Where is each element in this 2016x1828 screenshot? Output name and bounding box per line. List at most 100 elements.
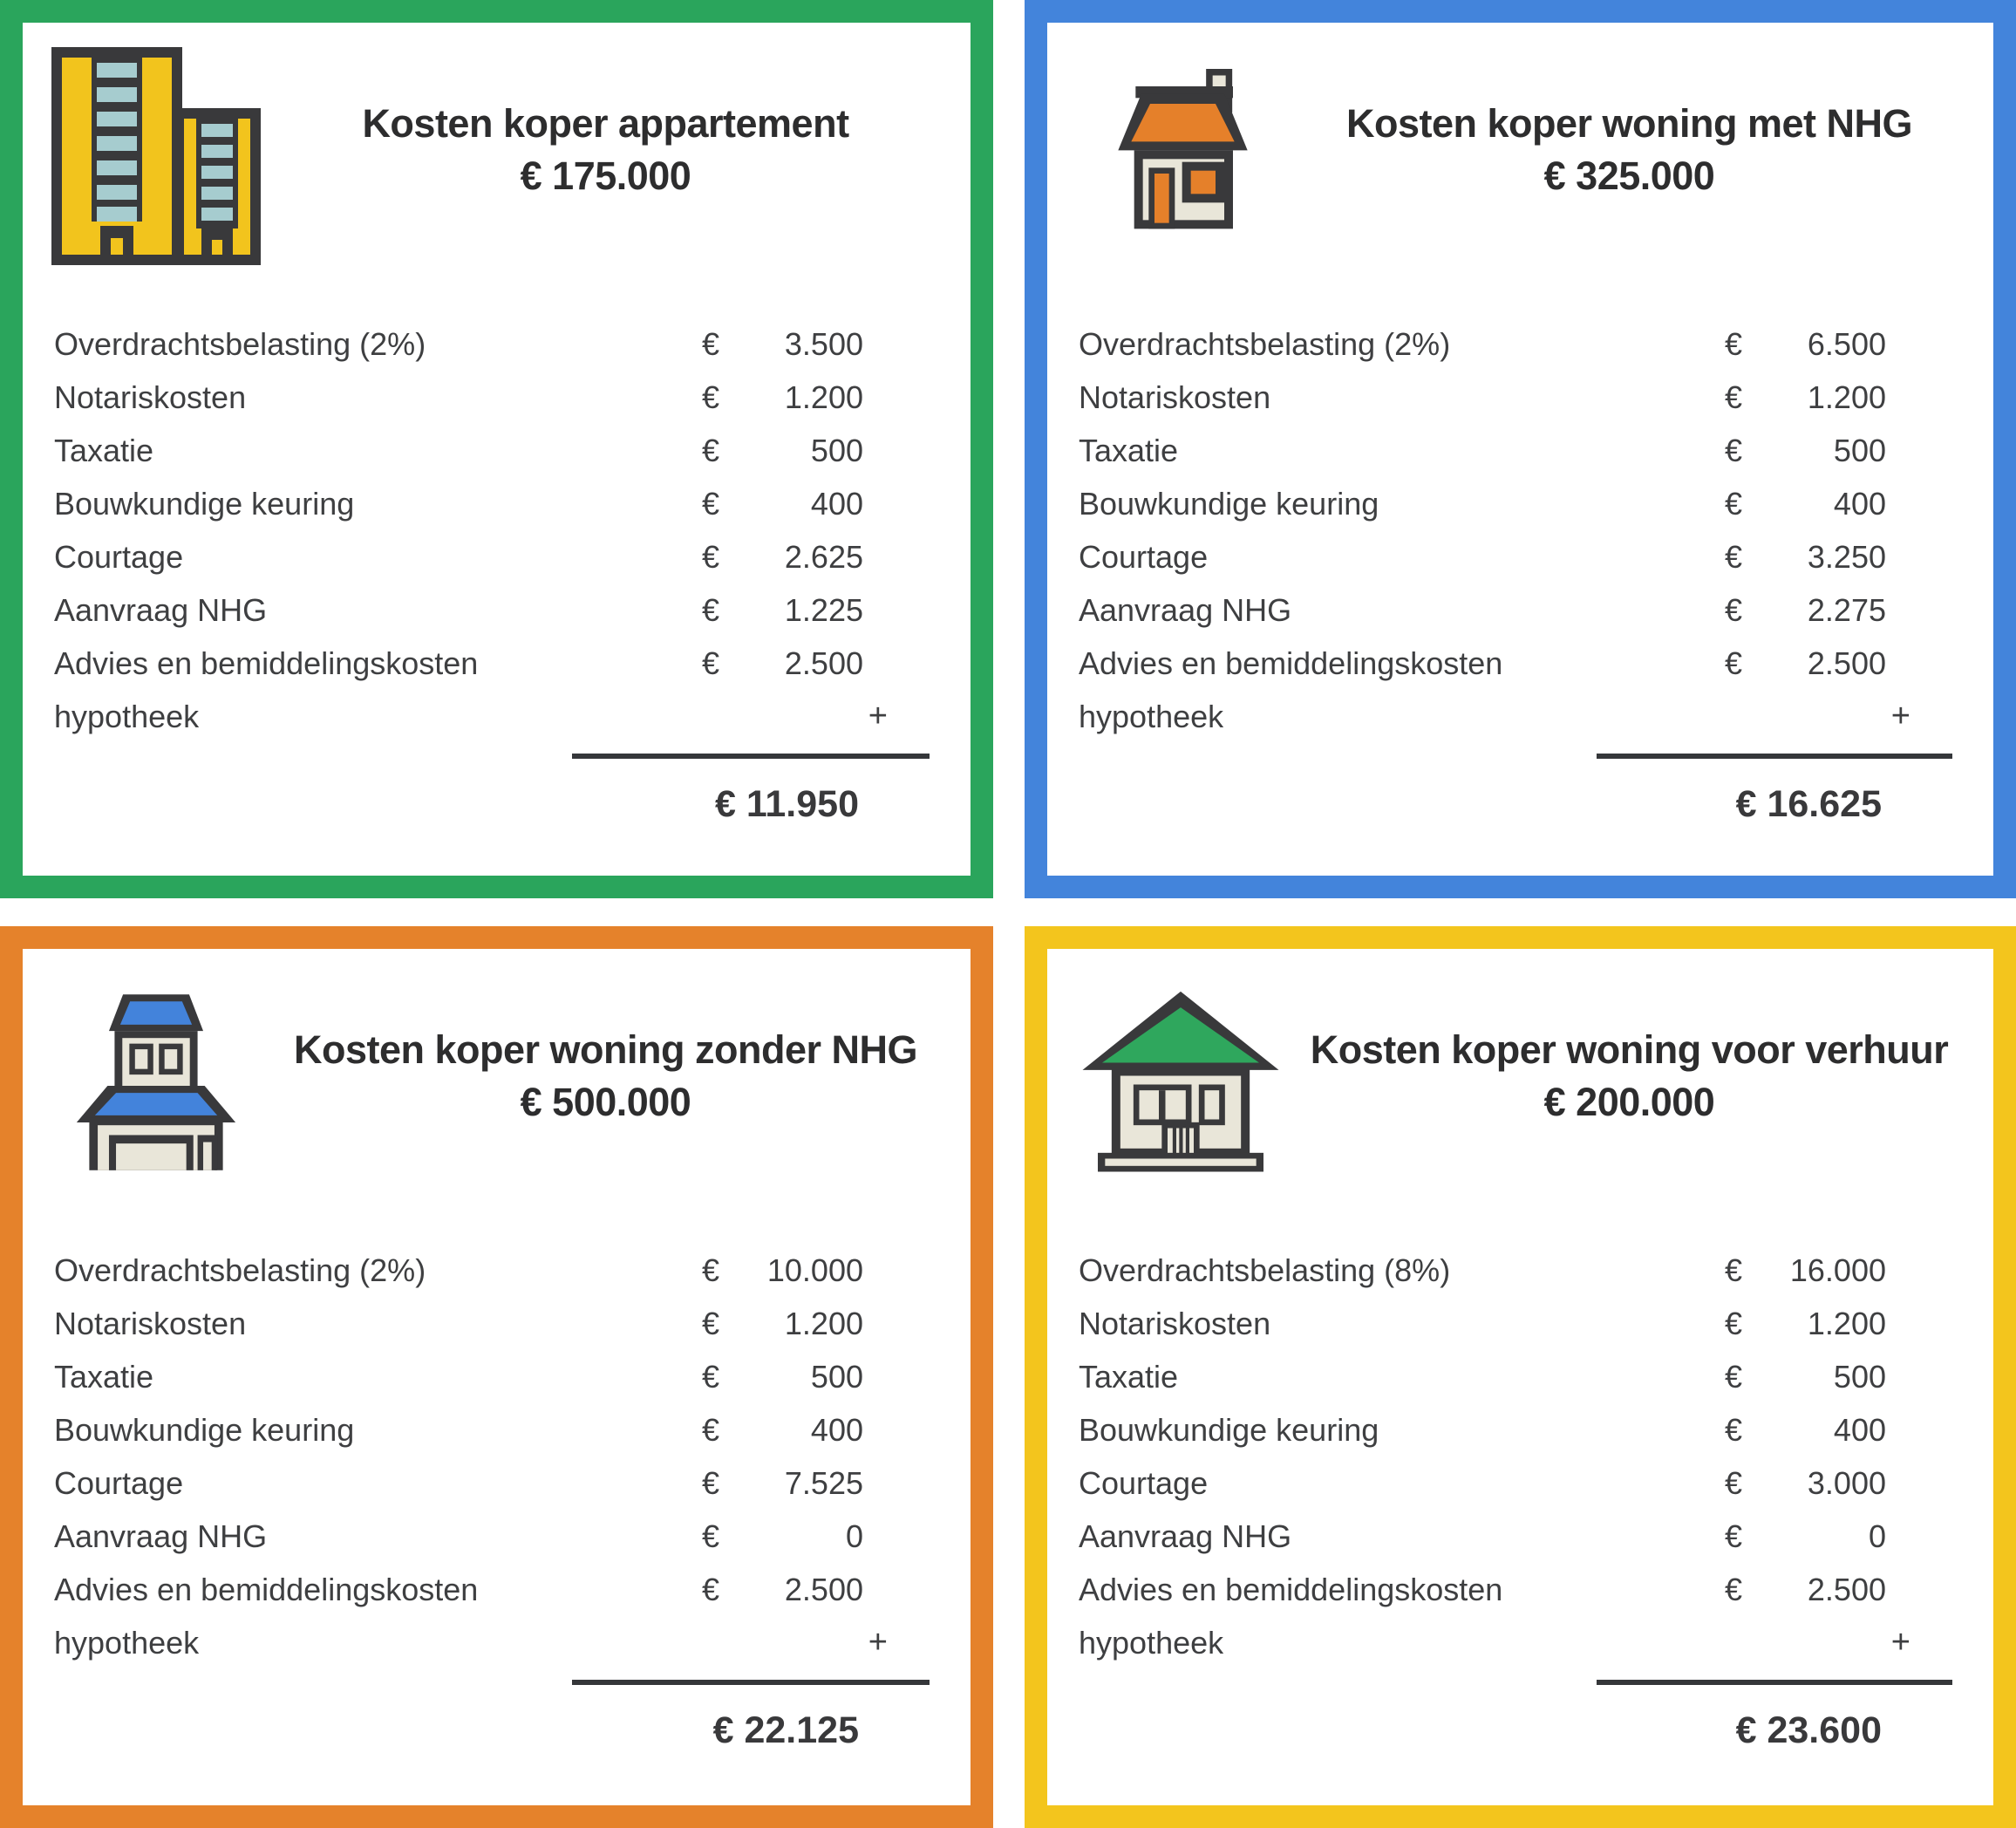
cost-label: Courtage [54,1464,184,1501]
cost-label: Advies en bemiddelingskosten [1079,645,1503,681]
panel-title: Kosten koper woning voor verhuur € 200.0… [1290,1024,1969,1129]
cost-row: Aanvraag NHG € 1.225 [54,583,888,637]
cost-amount: 1.200 [784,379,863,415]
panel-price: € 500.000 [520,1080,691,1124]
cost-label: Taxatie [54,1358,154,1395]
cost-table: Overdrachtsbelasting (2%) € 3.500 Notari… [54,317,888,743]
cost-label: Overdrachtsbelasting (8%) [1079,1252,1451,1288]
cost-label: hypotheek [1079,1624,1224,1661]
cost-amount: 1.200 [1807,379,1886,415]
plus-sign: + [868,1624,888,1661]
panel-title-text: Kosten koper appartement [362,100,849,146]
currency-symbol: € [702,1305,720,1341]
currency-symbol: € [702,432,720,468]
cost-table: Overdrachtsbelasting (8%) € 16.000 Notar… [1079,1244,1910,1669]
plus-sign: + [1890,1624,1910,1661]
panel-woning-met-nhg: Kosten koper woning met NHG € 325.000 Ov… [1025,0,2016,898]
cost-amount: 0 [845,1518,863,1554]
cost-row: hypotheek + [54,690,888,743]
cost-label: Aanvraag NHG [54,591,268,628]
cost-row: Taxatie € 500 [1079,1350,1910,1403]
panel-header: Kosten koper woning voor verhuur € 200.0… [1072,973,1969,1191]
panel-header: Kosten koper woning zonder NHG € 500.000 [47,973,946,1191]
currency-symbol: € [1725,432,1743,468]
cost-row: hypotheek + [1079,1616,1910,1669]
cost-row: Courtage € 3.000 [1079,1456,1910,1510]
cost-label: Courtage [1079,538,1209,575]
cost-row: Notariskosten € 1.200 [54,371,888,424]
cost-amount: 2.500 [784,645,863,681]
currency-symbol: € [1725,1305,1743,1341]
cost-label: Notariskosten [1079,379,1271,415]
cost-row: Bouwkundige keuring € 400 [1079,1403,1910,1456]
currency-symbol: € [702,485,720,522]
currency-symbol: € [702,1464,720,1501]
cost-label: Notariskosten [1079,1305,1271,1341]
currency-symbol: € [702,1571,720,1607]
cost-amount: 500 [810,432,863,468]
cost-label: Bouwkundige keuring [1079,485,1379,522]
cost-amount: 2.625 [784,538,863,575]
two-story-house-icon [76,994,236,1170]
panel-woning-zonder-nhg: Kosten koper woning zonder NHG € 500.000… [0,926,993,1828]
currency-symbol: € [1725,325,1743,362]
panel-header: Kosten koper appartement € 175.000 [47,47,946,265]
cost-label: Bouwkundige keuring [54,485,355,522]
currency-symbol: € [1725,1411,1743,1448]
cost-row: Taxatie € 500 [54,1350,888,1403]
panel-title: Kosten koper woning zonder NHG € 500.000 [265,1024,946,1129]
panel-woning-voor-verhuur: Kosten koper woning voor verhuur € 200.0… [1025,926,2016,1828]
cost-row: Courtage € 7.525 [54,1456,888,1510]
panel-price: € 325.000 [1543,153,1715,198]
panel-title-text: Kosten koper woning zonder NHG [293,1027,918,1072]
cost-amount: 2.500 [1807,645,1886,681]
apartment-icon [47,47,265,265]
cost-row: Notariskosten € 1.200 [1079,371,1910,424]
cost-row: Advies en bemiddelingskosten € 2.500 [1079,1563,1910,1616]
cost-amount: 7.525 [784,1464,863,1501]
house-orange-roof-icon [1118,69,1248,229]
cost-label: Bouwkundige keuring [1079,1411,1379,1448]
currency-symbol: € [1725,1358,1743,1395]
cost-label: Advies en bemiddelingskosten [54,645,479,681]
sum-line [1597,1680,1952,1685]
cost-amount: 1.200 [1807,1305,1886,1341]
cost-amount: 400 [810,485,863,522]
cost-row: Advies en bemiddelingskosten € 2.500 [1079,637,1910,690]
cost-row: hypotheek + [54,1616,888,1669]
cost-amount: 500 [810,1358,863,1395]
currency-symbol: € [1725,1518,1743,1554]
cost-row: Overdrachtsbelasting (8%) € 16.000 [1079,1244,1910,1297]
currency-symbol: € [702,1518,720,1554]
cost-row: Bouwkundige keuring € 400 [54,477,888,530]
cost-row: Taxatie € 500 [54,424,888,477]
cost-label: Taxatie [1079,1358,1179,1395]
currency-symbol: € [1725,591,1743,628]
total-amount: € 22.125 [712,1709,859,1751]
cost-amount: 0 [1868,1518,1886,1554]
panel-title-text: Kosten koper woning voor verhuur [1310,1027,1949,1072]
cost-row: Courtage € 2.625 [54,530,888,583]
currency-symbol: € [1725,379,1743,415]
cost-label: Courtage [1079,1464,1209,1501]
cost-amount: 3.000 [1807,1464,1886,1501]
rental-house-icon [1082,991,1279,1172]
cost-row: Bouwkundige keuring € 400 [54,1403,888,1456]
sum-line [572,1680,930,1685]
currency-symbol: € [702,538,720,575]
currency-symbol: € [702,325,720,362]
cost-label: Courtage [54,538,184,575]
cost-amount: 400 [810,1411,863,1448]
panel-price: € 200.000 [1543,1080,1715,1124]
cost-row: Bouwkundige keuring € 400 [1079,477,1910,530]
two-story-house-icon [47,973,265,1191]
currency-symbol: € [702,1358,720,1395]
cost-label: hypotheek [54,698,200,734]
cost-label: Taxatie [54,432,154,468]
cost-amount: 1.225 [784,591,863,628]
currency-symbol: € [1725,1252,1743,1288]
cost-amount: 500 [1833,432,1886,468]
cost-row: Notariskosten € 1.200 [54,1297,888,1350]
cost-amount: 3.500 [784,325,863,362]
